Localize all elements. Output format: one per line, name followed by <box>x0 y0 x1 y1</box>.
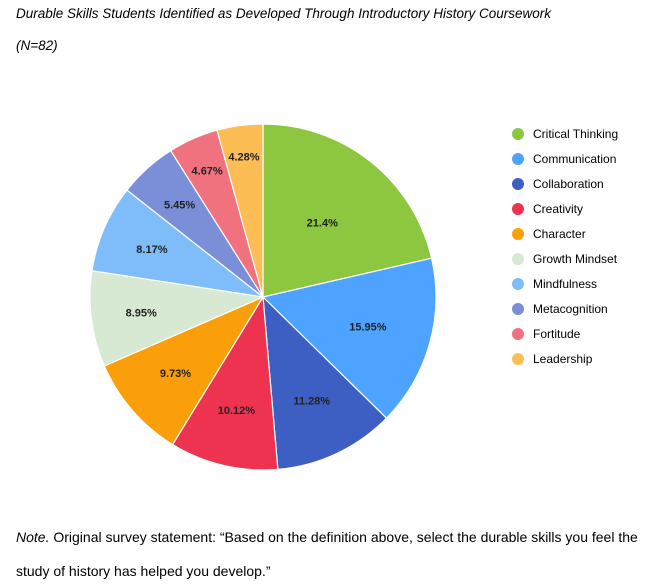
pie-slice-critical-thinking <box>262 123 433 298</box>
pie-slice-character <box>103 295 265 446</box>
legend-label: Fortitude <box>533 326 581 341</box>
legend-label: Character <box>533 226 586 241</box>
pie-slice-label-creativity: 10.12% <box>218 405 256 417</box>
legend-swatch <box>512 127 524 140</box>
legend-label: Critical Thinking <box>533 126 619 141</box>
pie-slice-creativity <box>171 295 279 471</box>
pie-slice-label-communication: 15.95% <box>349 322 387 334</box>
legend-item-mindfulness: Mindfulness <box>512 271 618 296</box>
pie-slice-mindfulness <box>91 189 266 298</box>
legend-item-creativity: Creativity <box>512 196 618 221</box>
pie-slice-label-collaboration: 11.28% <box>293 395 330 407</box>
pie-slice-collaboration <box>262 295 388 471</box>
figure-note: Note. Original survey statement: “Based … <box>16 520 656 588</box>
legend-label: Metacognition <box>533 301 608 316</box>
pie-slice-label-leadership: 4.28% <box>228 151 259 163</box>
legend-swatch <box>512 277 524 290</box>
legend-label: Growth Mindset <box>533 251 618 266</box>
chart-legend: Critical Thinking Communication Collaborat… <box>512 121 618 371</box>
legend-swatch <box>512 252 524 265</box>
legend-swatch <box>512 327 524 340</box>
pie-slice-label-metacognition: 5.45% <box>164 199 195 211</box>
chart-title: Durable Skills Students Identified as De… <box>16 6 552 21</box>
pie-slice-label-character: 9.73% <box>160 368 191 380</box>
legend-item-critical-thinking: Critical Thinking <box>512 121 618 146</box>
legend-label: Communication <box>533 151 617 166</box>
legend-label: Mindfulness <box>533 276 598 291</box>
legend-item-growth-mindset: Growth Mindset <box>512 246 618 271</box>
legend-item-metacognition: Metacognition <box>512 296 618 321</box>
pie-slice-leadership <box>216 123 264 298</box>
legend-label: Collaboration <box>533 176 604 191</box>
legend-item-collaboration: Collaboration <box>512 171 618 196</box>
chart-subtitle: (N=82) <box>16 38 58 53</box>
pie-slice-growth-mindset <box>89 270 266 367</box>
note-text: Original survey statement: “Based on the… <box>16 529 638 579</box>
legend-swatch <box>512 352 524 365</box>
pie-slice-label-critical-thinking: 21.4% <box>307 218 338 230</box>
legend-item-leadership: Leadership <box>512 346 618 371</box>
pie-slice-label-growth-mindset: 8.95% <box>126 308 157 320</box>
legend-swatch <box>512 302 524 315</box>
legend-swatch <box>512 177 524 190</box>
note-prefix: Note. <box>16 529 50 545</box>
pie-slice-label-mindfulness: 8.17% <box>136 244 167 256</box>
pie-chart: 21.4% 15.95% 11.28% 10.12% 9.73% 8.95% 8.17% 5.… <box>89 123 437 471</box>
legend-swatch <box>512 202 524 215</box>
legend-swatch <box>512 152 524 165</box>
legend-item-character: Character <box>512 221 618 246</box>
legend-swatch <box>512 227 524 240</box>
legend-item-fortitude: Fortitude <box>512 321 618 346</box>
legend-item-communication: Communication <box>512 146 618 171</box>
pie-slice-label-fortitude: 4.67% <box>192 165 223 177</box>
legend-label: Creativity <box>533 201 584 216</box>
legend-label: Leadership <box>533 351 593 366</box>
pie-slice-communication <box>261 257 437 420</box>
